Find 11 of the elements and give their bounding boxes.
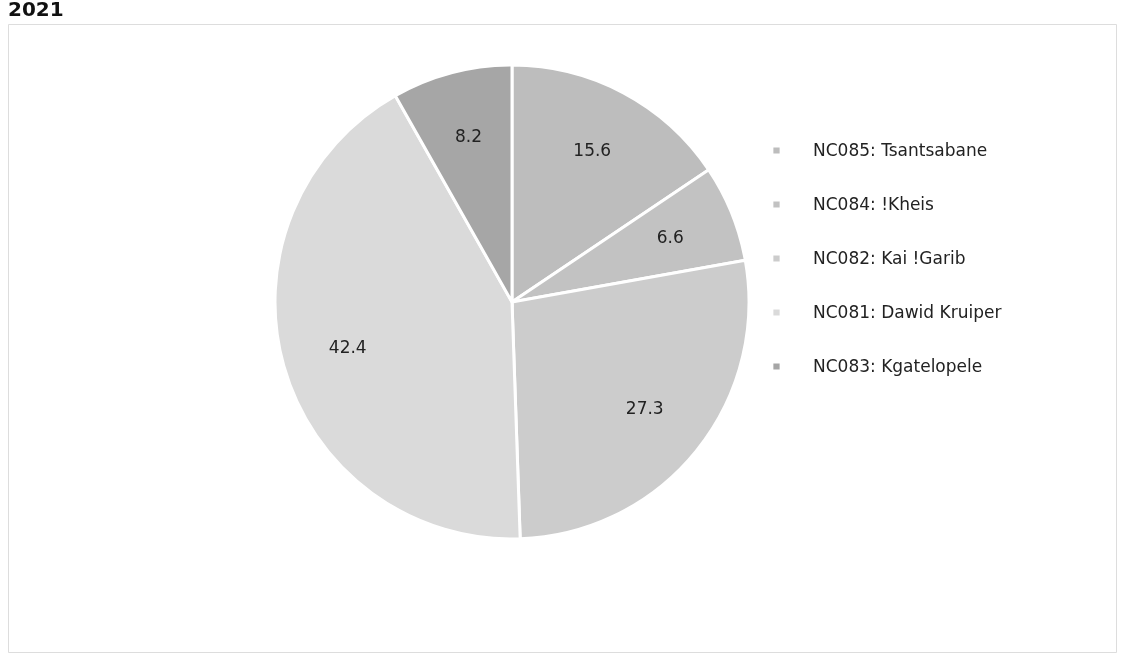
data-label: 6.6 [656, 227, 684, 247]
legend-label: NC085: Tsantsabane [813, 139, 988, 160]
data-label: 15.6 [573, 140, 612, 161]
data-label: 8.2 [455, 125, 483, 146]
legend-label: NC084: !Kheis [813, 193, 935, 214]
legend-label: NC083: Kgatelopele [813, 355, 983, 376]
text: 2021 [8, 0, 64, 21]
legend-label: NC082: Kai !Garib [813, 247, 966, 268]
data-label: 42.4 [328, 337, 367, 358]
data-label: 27.3 [625, 398, 664, 419]
legend-label: NC081: Dawid Kruiper [813, 301, 1002, 322]
